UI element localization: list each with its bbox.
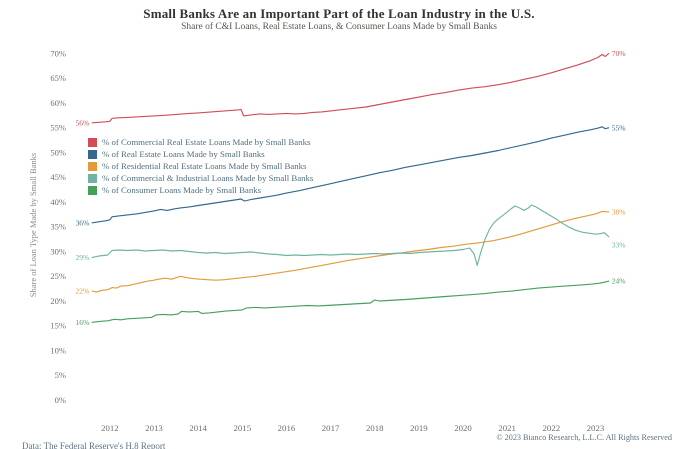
y-tick-label: 15% [50,321,66,331]
x-tick-label: 2012 [101,423,119,433]
series-line-real-estate [91,126,610,224]
legend-label: % of Commercial & Industrial Loans Made … [102,173,314,183]
y-tick-label: 65% [50,73,66,83]
x-tick-label: 2020 [454,423,472,433]
y-tick-label: 5% [55,370,66,380]
y-tick-label: 55% [50,123,66,133]
series-start-label-residential-real-estate: 22% [75,287,89,296]
series-end-label-consumer: 24% [612,277,626,286]
series-end-label-commercial-industrial: 33% [612,241,626,250]
legend-label: % of Consumer Loans Made by Small Banks [102,185,262,195]
series-start-label-real-estate: 36% [75,218,89,227]
series-line-consumer [91,280,610,323]
x-tick-label: 2019 [410,423,428,433]
y-tick-label: 60% [50,98,66,108]
series-line-residential-real-estate [91,210,610,293]
legend-swatch-icon [88,161,97,171]
series-end-label-residential-real-estate: 38% [612,207,626,216]
chart-subtitle: Share of C&I Loans, Real Estate Loans, &… [181,22,497,32]
legend-item-residential-real-estate: % of Residential Real Estate Loans Made … [88,161,313,171]
y-tick-label: 35% [50,222,66,232]
y-tick-label: 0% [55,395,66,405]
legend-item-real-estate: % of Real Estate Loans Made by Small Ban… [88,149,313,159]
y-tick-label: 25% [50,271,66,281]
y-tick-label: 45% [50,172,66,182]
legend-label: % of Real Estate Loans Made by Small Ban… [102,149,265,159]
legend-swatch-icon [88,173,97,183]
legend-swatch-icon [88,185,97,195]
chart-title: Small Banks Are an Important Part of the… [143,6,535,21]
series-start-label-commercial-real-estate: 56% [75,118,89,127]
x-tick-label: 2017 [322,423,340,433]
x-tick-label: 2018 [366,423,384,433]
series-start-label-commercial-industrial: 29% [75,253,89,262]
y-tick-label: 30% [50,246,66,256]
series-end-label-commercial-real-estate: 70% [612,49,626,58]
series-start-label-consumer: 16% [75,318,89,327]
y-tick-label: 10% [50,345,66,355]
x-tick-label: 2015 [234,423,252,433]
legend-item-commercial-industrial: % of Commercial & Industrial Loans Made … [88,173,313,183]
legend-label: % of Residential Real Estate Loans Made … [102,161,307,171]
y-tick-label: 40% [50,197,66,207]
y-tick-label: 20% [50,296,66,306]
source-note: Data: The Federal Reserve's H.8 Report [22,441,166,449]
legend-label: % of Commercial Real Estate Loans Made b… [102,137,311,147]
series-end-label-real-estate: 55% [612,123,626,132]
series-line-commercial-industrial [91,204,610,266]
x-tick-label: 2016 [278,423,296,433]
x-tick-label: 2022 [543,423,561,433]
y-tick-label: 50% [50,147,66,157]
y-axis-title: Share of Loan Type Made by Small Banks [28,152,38,298]
y-tick-label: 70% [50,48,66,58]
x-tick-label: 2013 [145,423,163,433]
legend: % of Commercial Real Estate Loans Made b… [88,137,313,197]
x-tick-label: 2021 [498,423,516,433]
legend-item-commercial-real-estate: % of Commercial Real Estate Loans Made b… [88,137,313,147]
legend-swatch-icon [88,137,97,147]
x-tick-label: 2014 [189,423,207,433]
legend-item-consumer: % of Consumer Loans Made by Small Banks [88,185,313,195]
legend-swatch-icon [88,149,97,159]
copyright-note: © 2023 Bianco Research, L.L.C. All Right… [496,433,672,442]
x-tick-label: 2023 [587,423,605,433]
series-line-commercial-real-estate [91,52,610,124]
